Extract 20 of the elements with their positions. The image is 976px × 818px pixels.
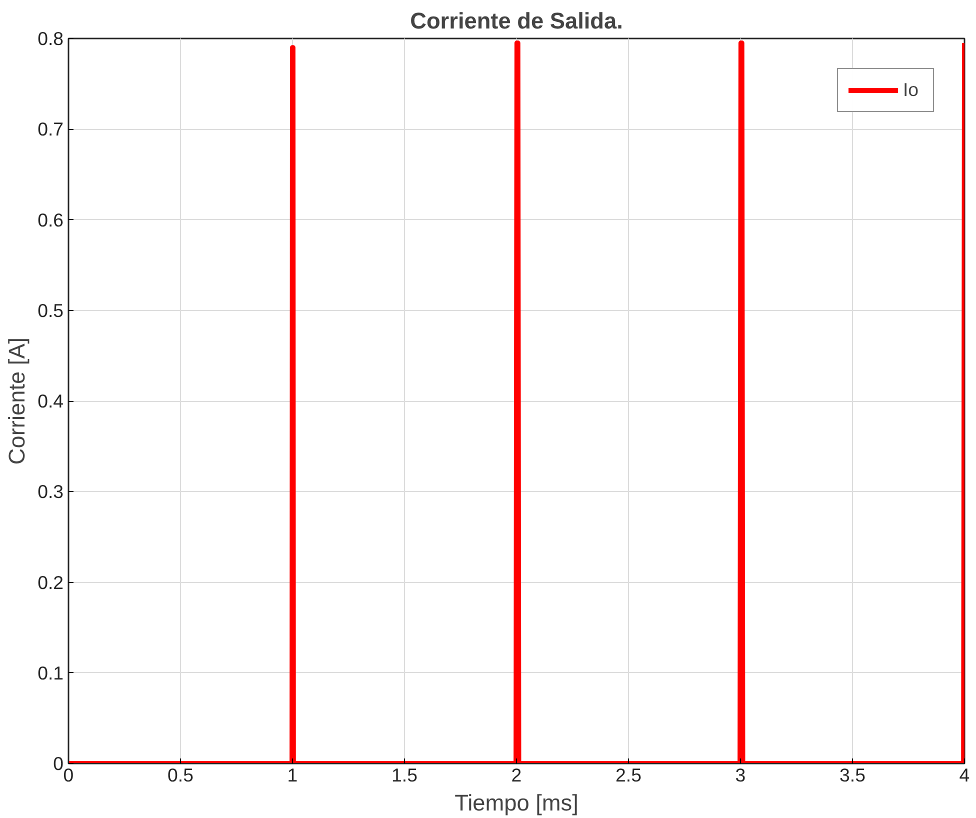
- chart-title: Corriente de Salida.: [410, 8, 623, 34]
- y-tick-label: 0.3: [38, 481, 64, 502]
- y-tick-label: 0.2: [38, 572, 64, 593]
- y-tick-label: 0.7: [38, 118, 64, 140]
- x-tick-label: 1: [287, 764, 298, 786]
- y-tick-label: 0.6: [38, 209, 64, 230]
- x-tick-label: 4: [959, 764, 970, 786]
- x-tick-label: 1.5: [392, 764, 418, 786]
- y-axis-title: Corriente [A]: [4, 337, 30, 465]
- x-axis-title: Tiempo [ms]: [454, 790, 578, 816]
- x-tick-label: 2: [511, 764, 522, 786]
- y-tick-label: 0.4: [38, 390, 64, 412]
- legend-label: Io: [903, 79, 920, 101]
- x-tick-label: 2.5: [616, 764, 642, 786]
- x-tick-label: 3: [735, 764, 746, 786]
- y-tick-label: 0.8: [38, 28, 64, 49]
- y-tick-label: 0.1: [38, 662, 64, 684]
- x-tick-label: 3.5: [840, 764, 866, 786]
- y-tick-label: 0.5: [38, 300, 64, 321]
- x-tick-label: 0.5: [168, 764, 194, 786]
